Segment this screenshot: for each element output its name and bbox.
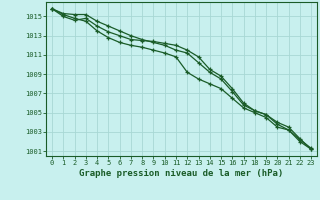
X-axis label: Graphe pression niveau de la mer (hPa): Graphe pression niveau de la mer (hPa)	[79, 169, 284, 178]
